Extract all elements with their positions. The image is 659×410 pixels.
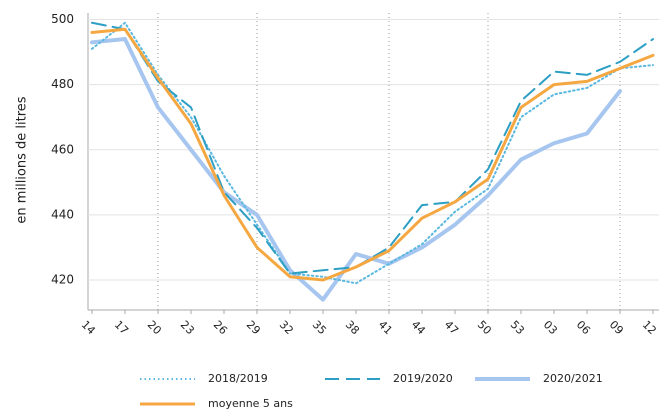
y-axis-label: en millions de litres [15, 96, 30, 223]
legend-label: 2020/2021 [543, 372, 603, 385]
series-line [90, 27, 655, 282]
series-line [91, 21, 654, 275]
legend-label: 2019/2020 [393, 372, 453, 385]
series-line [90, 37, 622, 302]
y-tick-label: 480 [51, 77, 74, 91]
legend-label: moyenne 5 ans [208, 397, 293, 410]
y-tick-label: 440 [51, 207, 74, 221]
legend-label: 2018/2019 [208, 372, 268, 385]
y-tick-label: 460 [51, 142, 74, 156]
series-line [91, 21, 654, 285]
y-tick-label: 420 [51, 273, 74, 287]
y-tick-label: 500 [51, 12, 74, 26]
